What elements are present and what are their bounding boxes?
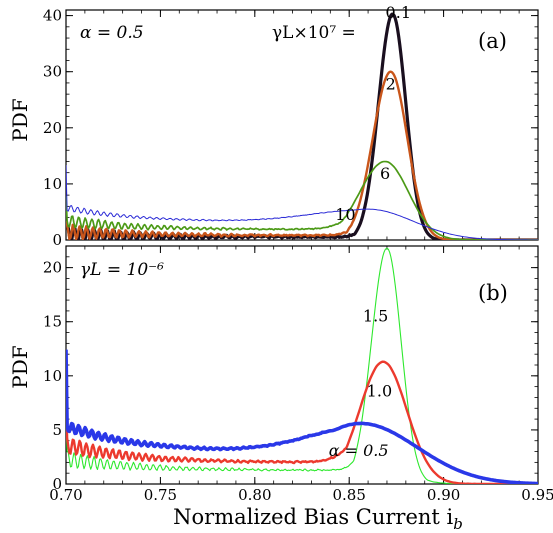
panel-b-ytick-label: 20 bbox=[43, 259, 62, 277]
panel-a-legend-prefix: γL×10⁷ = bbox=[272, 23, 356, 43]
panel-a-series-1 bbox=[66, 70, 538, 240]
x-axis-title-subscript: b bbox=[453, 515, 463, 533]
panel-b-series-label-2: α = 0.5 bbox=[329, 441, 389, 460]
panel-b: 0 5 10 15 20 0.70 0.75 0.80 0.85 0.90 0.95 1.5 1.0 α … bbox=[43, 245, 553, 504]
panel-a-series-label-2: 6 bbox=[380, 164, 390, 183]
panel-a-series-0 bbox=[66, 12, 538, 240]
panel-b-xtick-label: 0.70 bbox=[49, 486, 82, 504]
panel-b-series-label-0: 1.5 bbox=[363, 307, 388, 326]
panel-b-series-label-1: 1.0 bbox=[367, 381, 392, 400]
panel-a-label: (a) bbox=[478, 29, 507, 53]
panel-b-xtick-label: 0.90 bbox=[427, 486, 460, 504]
panel-a-annotation: α = 0.5 bbox=[80, 23, 144, 43]
panel-b-ytick-label: 10 bbox=[43, 367, 62, 385]
panel-b-series-1 bbox=[66, 360, 538, 484]
panel-a-ylabel: PDF bbox=[8, 98, 32, 141]
panel-a-series-3 bbox=[66, 165, 538, 240]
x-axis-title: Normalized Bias Current ib bbox=[173, 505, 463, 533]
panel-a: 0 10 20 30 40 0.1 2 6 10 bbox=[43, 3, 539, 249]
panel-a-ytick-label: 40 bbox=[43, 7, 62, 25]
panel-b-ylabel: PDF bbox=[8, 345, 32, 388]
x-axis-title-main: Normalized Bias Current i bbox=[173, 505, 453, 529]
panel-b-xtick-label: 0.80 bbox=[238, 486, 271, 504]
panel-b-series-2 bbox=[66, 349, 538, 484]
panel-a-ytick-label: 0 bbox=[52, 231, 62, 249]
panel-a-series-label-3: 10 bbox=[335, 205, 355, 224]
panel-a-ytick-label: 30 bbox=[43, 63, 62, 81]
panel-b-ytick-label: 15 bbox=[43, 313, 62, 331]
panel-a-frame bbox=[65, 9, 539, 241]
panel-b-xtick-label: 0.85 bbox=[332, 486, 365, 504]
panel-a-series-2 bbox=[66, 160, 538, 240]
panel-b-ytick-label: 5 bbox=[52, 421, 62, 439]
panel-b-ytick-label: 0 bbox=[52, 475, 62, 493]
panel-a-series-label-0: 0.1 bbox=[386, 3, 411, 22]
panel-b-xtick-label: 0.95 bbox=[521, 486, 553, 504]
panel-b-series-0 bbox=[66, 247, 538, 484]
panel-b-frame bbox=[65, 245, 539, 485]
panel-a-series-label-1: 2 bbox=[386, 75, 396, 94]
panel-a-ytick-label: 10 bbox=[43, 175, 62, 193]
panel-a-ytick-label: 20 bbox=[43, 119, 62, 137]
panel-b-xtick-label: 0.75 bbox=[144, 486, 177, 504]
panel-b-annotation: γL = 10⁻⁶ bbox=[80, 260, 164, 280]
panel-b-label: (b) bbox=[478, 281, 508, 305]
